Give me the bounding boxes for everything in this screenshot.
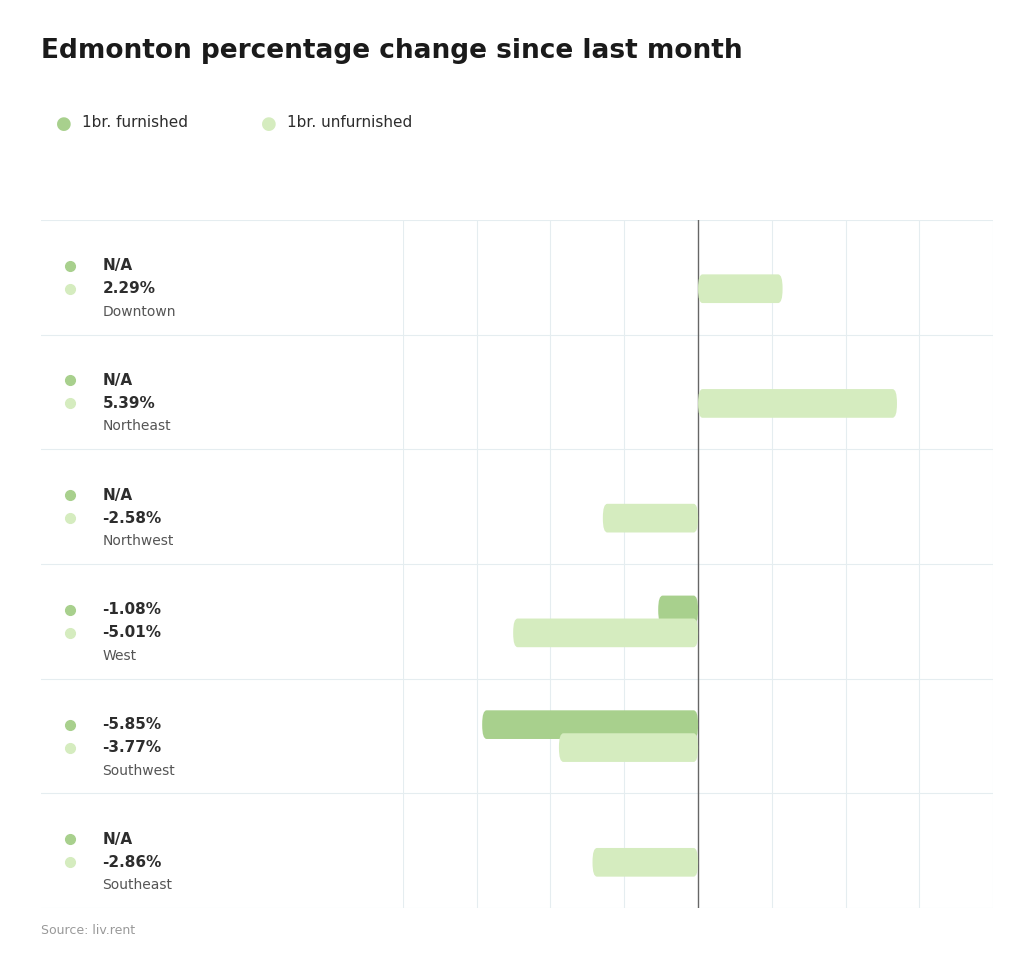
Text: -5.85%: -5.85% [102,717,162,732]
Text: Source: liv.rent: Source: liv.rent [41,923,135,937]
Text: N/A: N/A [102,488,132,503]
Text: -3.77%: -3.77% [102,740,162,755]
Text: N/A: N/A [102,832,132,847]
Text: -1.08%: -1.08% [102,602,162,618]
FancyBboxPatch shape [658,596,698,624]
Text: Edmonton percentage change since last month: Edmonton percentage change since last mo… [41,38,742,64]
Text: ●: ● [56,115,72,133]
Text: Southeast: Southeast [102,879,172,892]
FancyBboxPatch shape [482,710,698,739]
Text: ●: ● [261,115,276,133]
FancyBboxPatch shape [513,619,698,647]
Text: West: West [102,649,136,663]
FancyBboxPatch shape [698,274,782,303]
Text: Northwest: Northwest [102,534,174,548]
Text: 2.29%: 2.29% [102,281,156,296]
Text: Southwest: Southwest [102,764,175,777]
Text: -5.01%: -5.01% [102,625,162,641]
Text: 1br. unfurnished: 1br. unfurnished [287,115,412,130]
Text: 1br. furnished: 1br. furnished [82,115,188,130]
FancyBboxPatch shape [603,504,698,532]
Text: -2.86%: -2.86% [102,855,162,870]
Text: 5.39%: 5.39% [102,396,156,411]
Text: N/A: N/A [102,373,132,388]
Text: N/A: N/A [102,258,132,273]
FancyBboxPatch shape [698,389,897,418]
FancyBboxPatch shape [559,733,698,762]
FancyBboxPatch shape [593,848,698,877]
Text: -2.58%: -2.58% [102,511,162,526]
Text: Downtown: Downtown [102,305,176,318]
Text: Northeast: Northeast [102,420,171,433]
